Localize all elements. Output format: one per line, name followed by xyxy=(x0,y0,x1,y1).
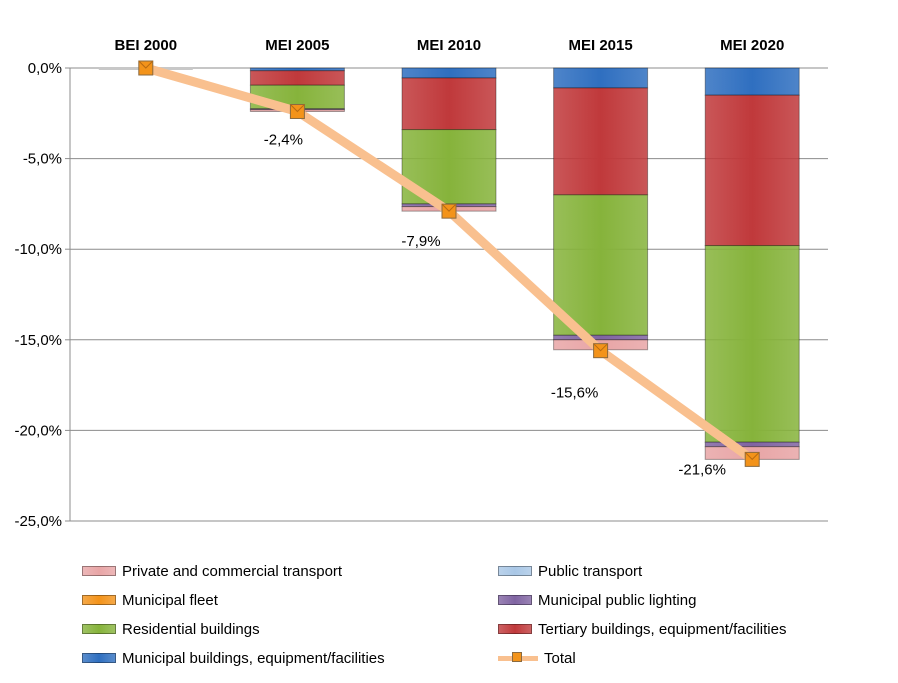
y-tick-label: -20,0% xyxy=(14,422,62,439)
bar-segment xyxy=(401,67,497,79)
legend-item-public-transport: Public transport xyxy=(498,560,642,582)
total-marker-detail xyxy=(744,452,760,461)
legend-swatch xyxy=(82,595,116,605)
total-data-label: -2,4% xyxy=(264,131,303,148)
bar-segment xyxy=(249,70,345,86)
legend-swatch xyxy=(82,624,116,634)
legend-item-tertiary: Tertiary buildings, equipment/facilities xyxy=(498,618,786,640)
y-axis-ticks: 0,0% -5,0% -10,0% -15,0% -20,0% -25,0% xyxy=(14,60,62,530)
legend-swatch xyxy=(498,624,532,634)
legend-swatch xyxy=(82,566,116,576)
y-tick-label: -5,0% xyxy=(23,151,62,168)
legend-swatch xyxy=(498,595,532,605)
total-marker-detail xyxy=(593,343,608,352)
bar-segment xyxy=(553,87,649,196)
y-tick-label: -15,0% xyxy=(14,332,62,349)
category-label: MEI 2015 xyxy=(568,37,632,54)
bar-segment xyxy=(704,67,800,96)
legend-label: Public transport xyxy=(538,562,643,580)
legend-swatch xyxy=(82,653,116,663)
legend-item-private-transport: Private and commercial transport xyxy=(82,560,342,582)
total-line xyxy=(138,60,760,467)
legend-label: Tertiary buildings, equipment/facilities xyxy=(538,620,787,638)
legend-item-municipal-fleet: Municipal fleet xyxy=(82,589,218,611)
total-data-label: -7,9% xyxy=(401,233,440,250)
legend-label: Residential buildings xyxy=(122,620,260,638)
bar-segment xyxy=(704,441,800,448)
total-data-label: -15,6% xyxy=(551,385,599,402)
bar-segment xyxy=(553,194,649,336)
legend-item-public-lighting: Municipal public lighting xyxy=(498,589,696,611)
legend-label: Total xyxy=(544,649,576,667)
legend-item-residential: Residential buildings xyxy=(82,618,260,640)
total-marker-detail xyxy=(138,60,154,69)
legend-swatch xyxy=(498,566,532,576)
y-tick-label: -25,0% xyxy=(14,513,62,530)
bar-segment xyxy=(553,334,649,341)
legend-item-municipal-buildings: Municipal buildings, equipment/facilitie… xyxy=(82,647,385,669)
category-labels: BEI 2000 MEI 2005 MEI 2010 MEI 2015 MEI 2020 xyxy=(115,37,785,54)
data-labels: -2,4% -7,9% -15,6% -21,6% xyxy=(264,131,726,478)
bar-segment xyxy=(553,67,649,89)
bars xyxy=(98,67,800,460)
y-tick-label: 0,0% xyxy=(28,60,62,77)
total-data-label: -21,6% xyxy=(678,461,726,478)
bar-segment xyxy=(401,77,497,131)
gridlines xyxy=(65,67,828,522)
legend-line-swatch xyxy=(498,652,538,664)
total-marker-detail xyxy=(441,203,457,212)
legend-label: Private and commercial transport xyxy=(122,562,343,580)
category-label: MEI 2005 xyxy=(265,37,329,54)
bar-segment xyxy=(704,245,800,443)
category-label: MEI 2010 xyxy=(417,37,481,54)
legend-label: Municipal fleet xyxy=(122,591,218,609)
legend-item-total: Total xyxy=(498,647,576,669)
total-marker-detail xyxy=(290,104,305,113)
bar-segment xyxy=(704,94,800,247)
category-label: BEI 2000 xyxy=(115,37,178,54)
category-label: MEI 2020 xyxy=(720,37,784,54)
y-tick-label: -10,0% xyxy=(14,241,62,258)
legend-label: Municipal public lighting xyxy=(538,591,697,609)
stacked-bar-chart: 0,0% -5,0% -10,0% -15,0% -20,0% -25,0% BEI 20… xyxy=(14,37,828,530)
legend-label: Municipal buildings, equipment/facilitie… xyxy=(122,649,385,667)
